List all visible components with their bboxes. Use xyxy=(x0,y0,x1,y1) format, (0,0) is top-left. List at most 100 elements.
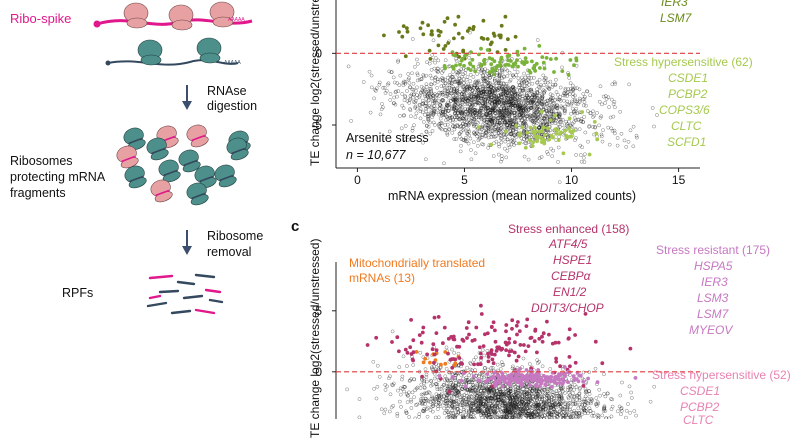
data-point xyxy=(574,106,579,111)
data-point xyxy=(526,398,530,403)
data-point xyxy=(475,108,480,113)
data-point xyxy=(526,73,530,78)
data-point xyxy=(537,416,542,419)
data-point xyxy=(471,374,476,379)
data-point xyxy=(467,84,472,89)
data-point xyxy=(496,122,501,127)
data-point xyxy=(415,73,420,78)
data-point xyxy=(499,159,503,164)
data-point xyxy=(537,77,542,82)
data-point xyxy=(627,384,632,389)
data-point xyxy=(529,106,533,110)
data-point xyxy=(486,359,491,364)
data-point xyxy=(554,56,558,61)
data-point xyxy=(486,351,490,356)
data-point xyxy=(655,113,659,117)
data-point xyxy=(458,149,463,154)
data-point xyxy=(514,396,518,401)
data-point xyxy=(620,380,624,385)
data-point xyxy=(459,378,464,383)
data-point xyxy=(469,148,473,152)
data-point xyxy=(406,72,411,76)
data-point xyxy=(444,408,449,413)
data-point xyxy=(425,60,429,65)
data-point xyxy=(500,157,504,161)
data-point xyxy=(481,119,486,124)
data-point xyxy=(542,404,546,409)
data-point xyxy=(485,48,490,52)
data-point xyxy=(357,397,362,401)
data-point xyxy=(443,58,448,63)
data-point xyxy=(495,109,500,114)
data-point xyxy=(510,395,514,399)
data-point xyxy=(428,120,432,125)
ribosome-icon xyxy=(209,1,235,28)
data-point xyxy=(488,118,493,123)
data-point xyxy=(426,124,431,129)
data-point xyxy=(447,108,451,113)
data-point xyxy=(652,384,657,389)
data-point xyxy=(562,414,566,419)
data-point xyxy=(549,413,554,417)
ribosome-icon xyxy=(178,149,201,173)
data-point xyxy=(456,14,461,19)
data-point xyxy=(632,409,637,413)
data-point xyxy=(482,375,486,380)
data-point xyxy=(469,50,473,54)
data-point xyxy=(566,402,571,407)
panel-b-ticks: -500 5 10 15 xyxy=(311,46,685,187)
panel-b: -500 5 10 15 xyxy=(311,0,700,187)
data-point xyxy=(373,88,378,93)
data-point xyxy=(486,135,491,140)
data-point xyxy=(458,131,462,136)
data-point xyxy=(502,121,507,126)
data-point xyxy=(493,77,497,82)
data-point xyxy=(613,105,617,110)
data-point xyxy=(554,356,558,361)
data-point xyxy=(418,107,423,111)
data-point xyxy=(482,353,487,358)
data-point xyxy=(635,135,639,140)
data-point xyxy=(453,108,458,113)
data-point xyxy=(507,70,512,75)
data-point xyxy=(634,413,638,418)
data-point xyxy=(648,399,653,404)
data-point xyxy=(346,64,351,69)
data-point xyxy=(479,413,483,418)
data-point xyxy=(405,393,410,398)
data-point xyxy=(549,105,554,109)
data-point xyxy=(604,97,609,101)
data-point xyxy=(459,67,464,72)
data-point xyxy=(466,127,471,132)
data-point xyxy=(436,58,441,63)
data-point xyxy=(445,104,449,108)
data-point xyxy=(462,94,467,98)
data-point xyxy=(468,120,473,125)
data-point xyxy=(523,349,528,354)
data-point xyxy=(519,86,524,90)
data-point xyxy=(522,154,527,159)
data-point xyxy=(442,401,447,406)
data-point xyxy=(506,143,511,147)
data-point xyxy=(583,312,588,316)
data-point xyxy=(450,347,454,352)
data-point xyxy=(531,66,536,71)
data-point xyxy=(509,139,513,144)
data-point xyxy=(577,411,582,416)
data-point xyxy=(453,53,457,58)
data-point xyxy=(494,134,498,138)
data-point xyxy=(567,390,571,395)
data-point xyxy=(522,100,526,105)
data-point xyxy=(533,108,538,113)
data-point xyxy=(506,37,510,42)
data-point xyxy=(515,411,520,416)
data-point xyxy=(458,103,462,108)
data-point xyxy=(428,408,433,413)
data-point xyxy=(475,80,480,84)
data-point xyxy=(463,110,468,114)
data-point xyxy=(422,381,426,386)
data-point xyxy=(573,377,578,381)
data-point xyxy=(507,89,512,93)
data-point xyxy=(420,402,425,406)
data-point xyxy=(548,79,553,84)
